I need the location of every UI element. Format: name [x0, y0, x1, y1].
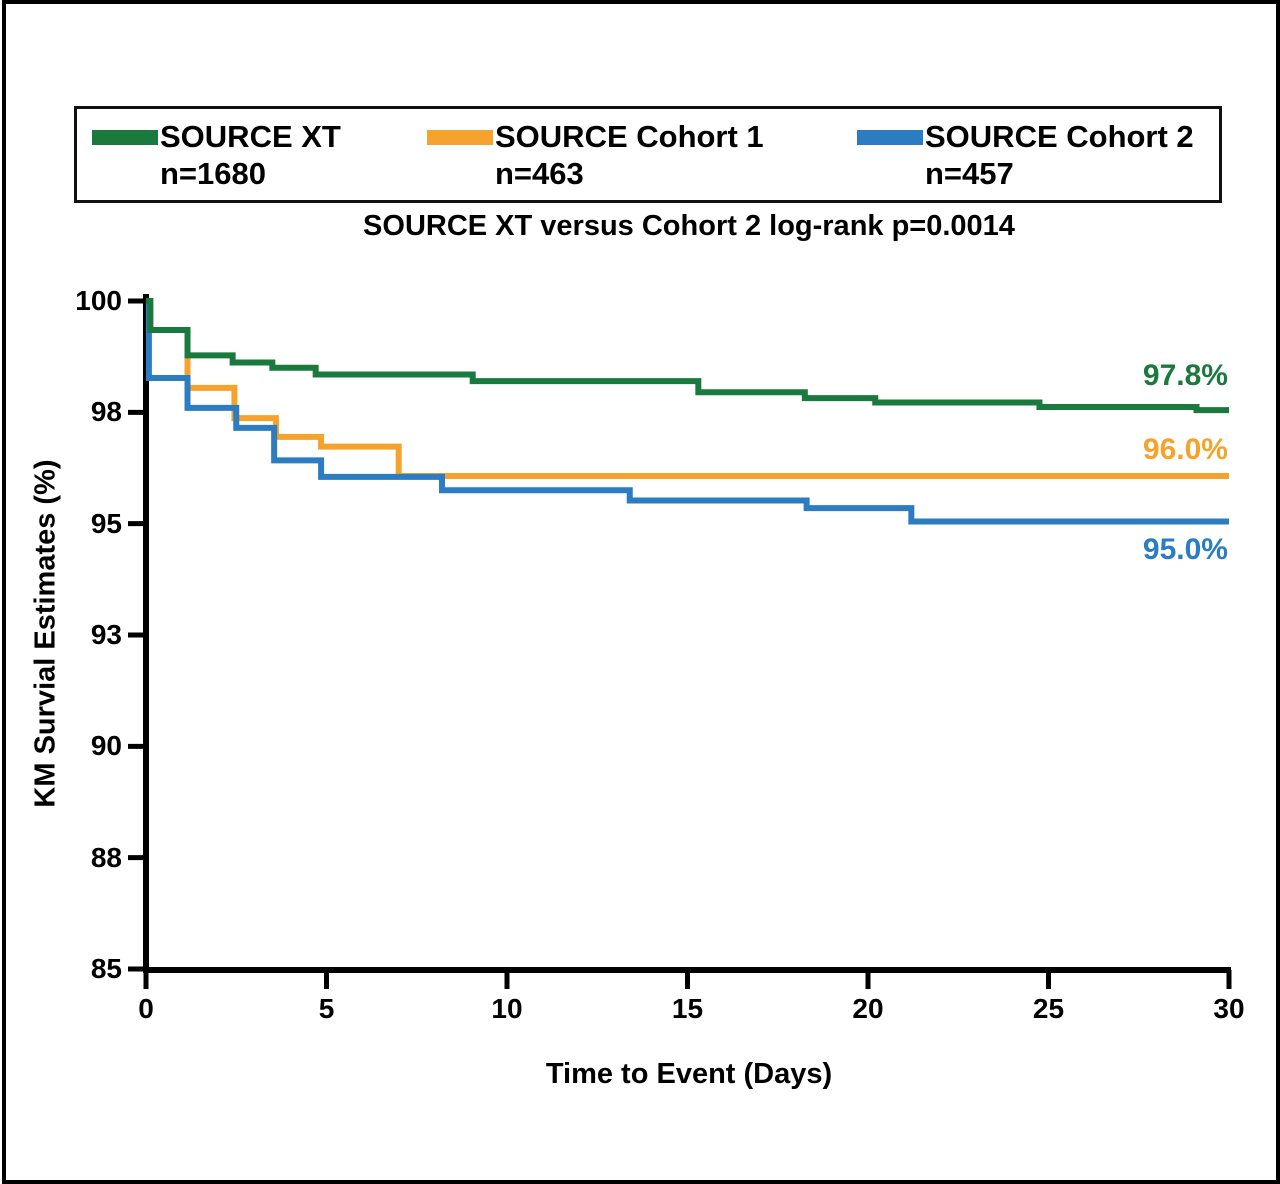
y-tick-label-95: 95	[90, 507, 122, 539]
cohort-2-swatch	[857, 129, 923, 145]
x-tick-label-0: 0	[138, 993, 154, 1024]
y-tick-label-98: 98	[90, 396, 122, 428]
legend-entry-cohort-1: SOURCE Cohort 1 n=463	[427, 119, 764, 192]
x-tick-label-25: 25	[1032, 993, 1065, 1024]
end-label-source-cohort-2: 95.0%	[1142, 533, 1228, 566]
end-label-source-cohort-1: 96.0%	[1142, 433, 1228, 466]
legend-n-label: n=1680	[160, 156, 267, 191]
legend-label: SOURCE XT	[160, 119, 341, 154]
x-tick-label-20: 20	[852, 993, 884, 1024]
km-curve-source-xt	[146, 298, 1229, 414]
x-tick-label-15: 15	[671, 993, 704, 1024]
legend: SOURCE XT n=1680 SOURCE Cohort 1 n=463 S…	[74, 106, 1222, 203]
km-curve-source-cohort-2	[145, 298, 1229, 525]
legend-entry-source-xt: SOURCE XT n=1680	[92, 119, 341, 192]
chart-title: SOURCE XT versus Cohort 2 log-rank p=0.0…	[363, 210, 1015, 242]
y-tick-label-93: 93	[90, 619, 122, 650]
y-tick-label-100: 100	[75, 285, 122, 316]
y-tick-label-88: 88	[90, 841, 122, 873]
y-tick-label-85: 85	[90, 953, 122, 984]
y-tick-label-90: 90	[90, 730, 122, 762]
legend-n-label: n=457	[925, 156, 1014, 191]
x-tick-label-30: 30	[1213, 993, 1245, 1024]
x-tick-label-10: 10	[491, 993, 523, 1024]
legend-label: SOURCE Cohort 1	[495, 119, 764, 154]
end-label-source-xt: 97.8%	[1142, 359, 1228, 392]
legend-entry-cohort-2: SOURCE Cohort 2 n=457	[857, 119, 1194, 192]
x-tick-label-5: 5	[318, 993, 335, 1024]
source-xt-swatch	[92, 129, 158, 145]
cohort-1-swatch	[427, 129, 493, 145]
legend-label: SOURCE Cohort 2	[925, 119, 1194, 154]
legend-n-label: n=463	[495, 156, 584, 191]
x-axis-title: Time to Event (Days)	[545, 1058, 833, 1090]
